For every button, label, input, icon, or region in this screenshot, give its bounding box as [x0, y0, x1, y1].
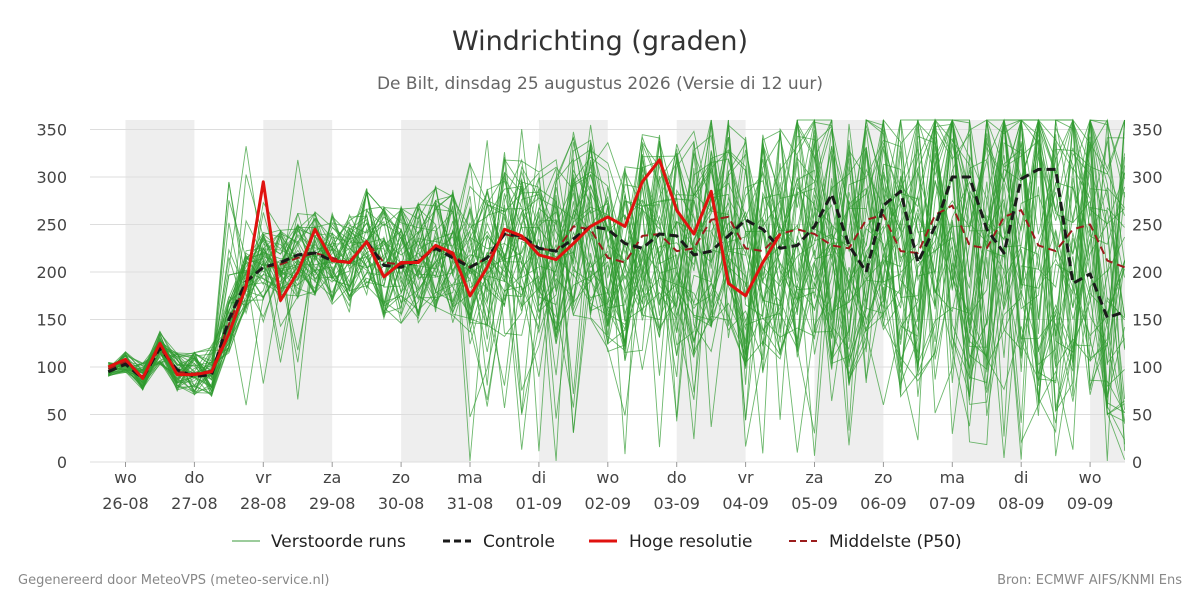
x-tick-date: 09-09 [1067, 494, 1114, 513]
ensemble-member-line [108, 119, 1125, 403]
x-tick-date: 08-09 [998, 494, 1045, 513]
x-tick-date: 27-08 [171, 494, 218, 513]
x-tick-day: do [184, 468, 204, 487]
series-line-hoge-resolutie [107, 158, 782, 380]
x-tick-day: wo [596, 468, 619, 487]
y-tick-label-left: 0 [57, 453, 67, 472]
y-tick-label-right: 350 [1132, 121, 1163, 140]
x-tick-date: 04-09 [722, 494, 769, 513]
y-tick-label-right: 200 [1132, 263, 1163, 282]
ensemble-member-line [107, 119, 1126, 451]
x-tick-date: 06-09 [860, 494, 907, 513]
y-tick-label-left: 50 [47, 406, 67, 425]
ensemble-member-line [108, 119, 1126, 462]
footer-source: Bron: ECMWF AIFS/KNMI Ens [997, 573, 1182, 588]
chart-title: Windrichting (graden) [452, 26, 748, 57]
x-tick-day: vr [255, 468, 271, 487]
x-tick-day: di [1014, 468, 1029, 487]
y-tick-label-left: 300 [36, 168, 67, 187]
ensemble-member-line [108, 118, 1126, 408]
y-tick-label-right: 250 [1132, 216, 1163, 235]
y-tick-label-left: 250 [36, 216, 67, 235]
shaded-day-band [125, 120, 195, 462]
series-line-middelste-p50 [107, 204, 1125, 378]
x-tick-day: wo [1079, 468, 1102, 487]
legend-label-ensemble: Verstoorde runs [271, 532, 406, 552]
x-tick-day: vr [738, 468, 754, 487]
y-tick-label-left: 200 [36, 263, 67, 282]
x-tick-day: zo [874, 468, 892, 487]
x-tick-date: 29-08 [309, 494, 356, 513]
x-tick-day: ma [457, 468, 482, 487]
x-tick-day: za [323, 468, 341, 487]
legend-label-hoge-resolutie: Hoge resolutie [629, 532, 753, 552]
y-tick-label-right: 150 [1132, 311, 1163, 330]
y-tick-label-right: 0 [1132, 453, 1142, 472]
y-axis-left: 0 50 100 150 200 250 300 350 [36, 121, 67, 473]
x-tick-date: 31-08 [447, 494, 494, 513]
x-tick-date: 03-09 [653, 494, 700, 513]
x-tick-date: 07-09 [929, 494, 976, 513]
y-tick-label-left: 150 [36, 311, 67, 330]
ensemble-member-line [108, 119, 1125, 388]
ensemble-member-line [107, 118, 1126, 391]
series-line-controle [107, 167, 1126, 380]
y-tick-label-right: 50 [1132, 406, 1152, 425]
x-tick-date: 01-09 [516, 494, 563, 513]
x-tick-date: 28-08 [240, 494, 287, 513]
x-tick-day: di [532, 468, 547, 487]
legend: Verstoorde runs Controle Hoge resolutie … [232, 532, 962, 552]
y-tick-label-left: 350 [36, 121, 67, 140]
x-tick-date: 26-08 [102, 494, 149, 513]
x-tick-day: za [805, 468, 823, 487]
x-tick-day: do [667, 468, 687, 487]
x-tick-date: 30-08 [378, 494, 425, 513]
ensemble-member-line [108, 118, 1126, 376]
plot-area [107, 118, 1126, 462]
legend-label-controle: Controle [483, 532, 555, 552]
x-tick-day: ma [940, 468, 965, 487]
ensemble-member-line [108, 121, 1125, 388]
chart-subtitle: De Bilt, dinsdag 25 augustus 2026 (Versi… [377, 74, 823, 94]
footer-generated-by: Gegenereerd door MeteoVPS (meteo-service… [18, 573, 329, 588]
x-tick-date: 05-09 [791, 494, 838, 513]
x-axis: wo 26-08 do 27-08 vr 28-08 za 29-08 zo 30-08 ma 31-… [102, 462, 1113, 513]
x-tick-day: wo [114, 468, 137, 487]
x-tick-date: 02-09 [585, 494, 632, 513]
y-tick-label-right: 300 [1132, 168, 1163, 187]
legend-label-p50: Middelste (P50) [829, 532, 962, 552]
y-tick-label-left: 100 [36, 358, 67, 377]
x-tick-day: zo [392, 468, 410, 487]
y-axis-right: 0 50 100 150 200 250 300 350 [1132, 121, 1163, 473]
ensemble-member-line [108, 125, 1125, 414]
y-tick-label-right: 100 [1132, 358, 1163, 377]
